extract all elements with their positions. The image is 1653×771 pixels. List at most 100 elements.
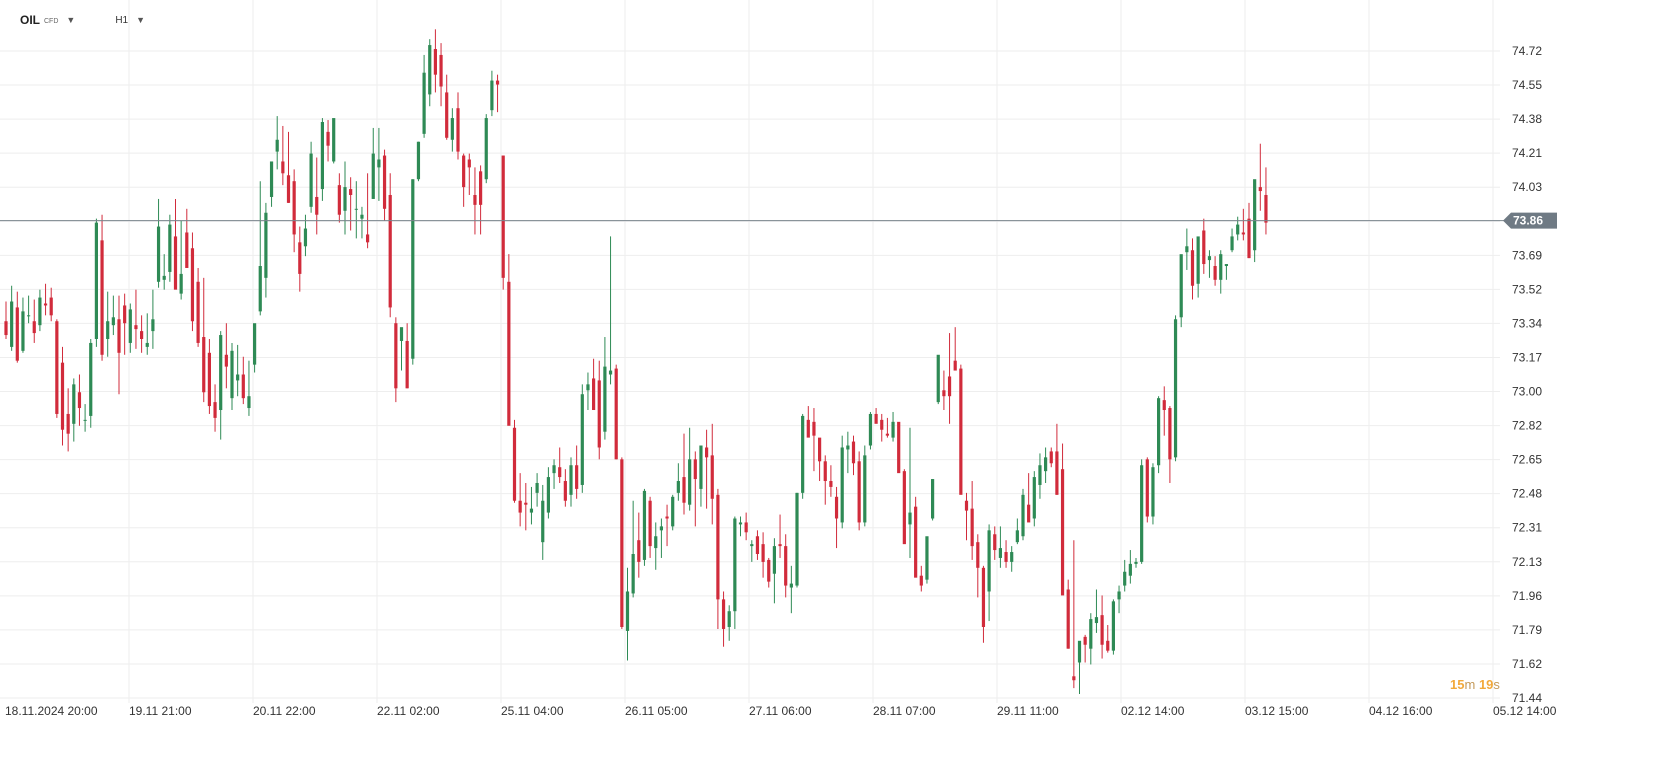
candle-bullish[interactable] (1094, 589, 1099, 633)
candle-bullish[interactable] (151, 289, 155, 349)
candle-bullish[interactable] (309, 141, 313, 213)
candle-bearish[interactable] (1004, 540, 1008, 568)
candle-bullish[interactable] (343, 161, 347, 235)
candle-bearish[interactable] (563, 469, 567, 507)
candle-bearish[interactable] (337, 173, 341, 223)
candle-bearish[interactable] (495, 74, 500, 113)
candle-bearish[interactable] (4, 301, 8, 339)
candle-bullish[interactable] (416, 141, 421, 182)
candle-bearish[interactable] (241, 356, 245, 405)
timeframe-label[interactable]: H1 (115, 14, 129, 26)
candle-bearish[interactable] (15, 291, 19, 363)
candle-bearish[interactable] (524, 482, 528, 531)
candle-bearish[interactable] (433, 29, 437, 93)
candle-bullish[interactable] (264, 202, 268, 298)
candle-bearish[interactable] (382, 149, 387, 221)
candle-bearish[interactable] (784, 534, 788, 598)
candle-bullish[interactable] (1044, 447, 1048, 483)
candle-bearish[interactable] (897, 421, 901, 474)
candle-bearish[interactable] (117, 295, 121, 395)
candle-bearish[interactable] (1106, 625, 1110, 653)
candle-bearish[interactable] (394, 317, 398, 403)
candle-bullish[interactable] (541, 484, 545, 560)
candle-bullish[interactable] (1077, 640, 1082, 695)
candle-bearish[interactable] (993, 526, 997, 560)
candle-bullish[interactable] (931, 479, 935, 521)
candle-bullish[interactable] (253, 323, 257, 373)
candle-bearish[interactable] (286, 131, 291, 203)
candle-bullish[interactable] (411, 179, 415, 365)
candle-bearish[interactable] (207, 338, 211, 414)
candle-bullish[interactable] (258, 181, 262, 316)
candle-bearish[interactable] (914, 496, 918, 578)
candle-bullish[interactable] (219, 331, 223, 440)
candle-bearish[interactable] (100, 214, 104, 361)
candle-bullish[interactable] (89, 338, 93, 428)
candle-bullish[interactable] (303, 214, 308, 257)
candle-bullish[interactable] (422, 54, 426, 138)
candle-bearish[interactable] (202, 277, 206, 403)
candle-bearish[interactable] (1241, 208, 1245, 241)
candle-bullish[interactable] (179, 220, 183, 300)
candle-bullish[interactable] (891, 411, 895, 442)
candle-bullish[interactable] (608, 236, 613, 385)
candle-bearish[interactable] (1247, 202, 1251, 259)
candle-bullish[interactable] (156, 198, 161, 288)
candle-bullish[interactable] (490, 70, 494, 117)
candle-bullish[interactable] (1253, 179, 1257, 263)
candle-bearish[interactable] (767, 557, 771, 588)
candle-bullish[interactable] (275, 116, 279, 170)
candle-bearish[interactable] (812, 408, 816, 472)
candle-bearish[interactable] (134, 289, 138, 349)
candle-bearish[interactable] (196, 267, 200, 347)
candle-bearish[interactable] (43, 283, 48, 316)
candle-bearish[interactable] (976, 534, 980, 598)
candle-bullish[interactable] (247, 360, 251, 416)
candle-bullish[interactable] (484, 114, 488, 184)
candle-bullish[interactable] (332, 118, 336, 164)
candle-bullish[interactable] (738, 516, 743, 537)
candle-bearish[interactable] (981, 565, 986, 643)
candle-bullish[interactable] (676, 463, 680, 501)
candle-bullish[interactable] (1151, 463, 1155, 525)
candle-bearish[interactable] (292, 169, 296, 253)
candle-bullish[interactable] (659, 518, 663, 558)
timeframe-dropdown-icon[interactable]: ▼ (136, 15, 146, 25)
candle-bearish[interactable] (366, 173, 370, 249)
candle-bearish[interactable] (123, 293, 127, 355)
candle-bullish[interactable] (72, 378, 76, 442)
candle-bullish[interactable] (529, 486, 534, 525)
candle-bullish[interactable] (145, 313, 149, 355)
candle-bullish[interactable] (772, 538, 776, 604)
candle-bullish[interactable] (1157, 396, 1161, 474)
candle-bullish[interactable] (654, 522, 658, 570)
candle-bullish[interactable] (111, 295, 115, 336)
candle-bearish[interactable] (140, 315, 144, 353)
candle-bullish[interactable] (846, 431, 850, 474)
candle-bullish[interactable] (360, 206, 364, 239)
candle-bullish[interactable] (603, 337, 607, 440)
candle-bullish[interactable] (269, 161, 274, 207)
candle-bullish[interactable] (1219, 250, 1223, 294)
symbol-label[interactable]: OIL (20, 13, 40, 27)
candle-bearish[interactable] (439, 43, 443, 107)
candle-bullish[interactable] (162, 254, 166, 290)
candle-bearish[interactable] (388, 173, 392, 318)
candle-bullish[interactable] (428, 39, 432, 107)
candle-bearish[interactable] (857, 451, 861, 531)
candle-bearish[interactable] (874, 408, 878, 424)
candle-bullish[interactable] (552, 459, 556, 489)
candle-bullish[interactable] (1179, 254, 1183, 328)
candle-bullish[interactable] (998, 526, 1002, 568)
candle-bearish[interactable] (953, 327, 957, 371)
candle-bearish[interactable] (224, 323, 228, 389)
candle-bullish[interactable] (371, 127, 375, 199)
candle-bearish[interactable] (682, 433, 686, 515)
candle-bullish[interactable] (987, 524, 991, 622)
candle-bullish[interactable] (1173, 315, 1178, 462)
candle-bearish[interactable] (77, 374, 82, 426)
candle-bullish[interactable] (925, 536, 929, 584)
candle-bullish[interactable] (1117, 585, 1121, 614)
candle-bearish[interactable] (315, 157, 319, 235)
